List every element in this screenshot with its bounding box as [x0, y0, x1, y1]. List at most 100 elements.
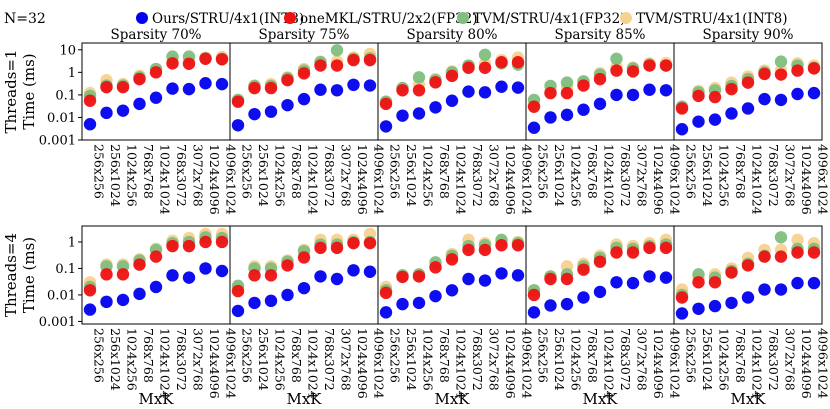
x-tick-label: 1024x256: [273, 144, 288, 207]
x-tick-label: 1024x1024: [306, 328, 321, 399]
point-onemkl-stru-2x2-fp32: [610, 64, 623, 77]
point-ours-stru-4x1-int8: [527, 121, 541, 134]
panel-title: Sparsity 90%: [703, 27, 794, 43]
point-tvm-stru-4x1-fp32: [412, 71, 426, 84]
point-onemkl-stru-2x2-fp32: [396, 84, 409, 97]
point-tvm-stru-4x1-fp32: [560, 76, 574, 89]
x-tick-label: 256x1024: [552, 328, 567, 391]
x-tick-label: 256x1024: [552, 144, 567, 207]
point-ours-stru-4x1-int8: [100, 295, 113, 309]
x-axis-label: MxK: [730, 390, 766, 408]
point-onemkl-stru-2x2-fp32: [462, 243, 475, 257]
point-onemkl-stru-2x2-fp32: [807, 62, 821, 75]
legend-marker: [284, 12, 296, 24]
x-tick-label: 768x768: [141, 144, 156, 199]
point-ours-stru-4x1-int8: [560, 108, 574, 122]
panel-r1-c2: Sparsity 75% 256x256 256x1024 1024x256 768x7…: [229, 27, 387, 215]
point-ours-stru-4x1-int8: [182, 82, 196, 96]
y-tick-label: 1: [68, 235, 76, 250]
x-tick-label: 3072x768: [635, 328, 650, 391]
x-tick-label: 1024x1024: [602, 328, 617, 399]
point-ours-stru-4x1-int8: [363, 265, 377, 278]
point-onemkl-stru-2x2-fp32: [560, 86, 574, 100]
point-ours-stru-4x1-int8: [429, 101, 442, 114]
point-ours-stru-4x1-int8: [396, 109, 409, 122]
y-tick-label: 0.1: [55, 88, 76, 103]
point-onemkl-stru-2x2-fp32: [83, 94, 97, 107]
point-ours-stru-4x1-int8: [758, 283, 771, 296]
point-onemkl-stru-2x2-fp32: [643, 59, 656, 72]
point-onemkl-stru-2x2-fp32: [314, 241, 327, 255]
point-tvm-stru-4x1-fp32: [330, 44, 344, 57]
x-tick-label: 3072x768: [339, 328, 354, 391]
y-tick-label: 10: [59, 43, 76, 58]
x-tick-label: 768x3072: [322, 144, 337, 207]
x-tick-label: 1024x256: [125, 328, 140, 391]
legend-marker: [136, 12, 148, 24]
x-tick-label: 1024x4096: [355, 144, 370, 215]
point-onemkl-stru-2x2-fp32: [577, 263, 590, 276]
point-onemkl-stru-2x2-fp32: [495, 239, 508, 252]
point-ours-stru-4x1-int8: [215, 264, 229, 278]
legend: Ours/STRU/4x1(INT8)oneMKL/STRU/2x2(FP32)…: [136, 11, 788, 27]
point-onemkl-stru-2x2-fp32: [478, 61, 492, 74]
x-tick-label: 256x1024: [700, 144, 715, 207]
x-tick-label: 4096x1024: [224, 144, 239, 215]
point-ours-stru-4x1-int8: [725, 296, 738, 310]
x-tick-label: 768x768: [733, 328, 748, 383]
point-ours-stru-4x1-int8: [478, 274, 492, 287]
point-onemkl-stru-2x2-fp32: [791, 64, 804, 77]
point-ours-stru-4x1-int8: [462, 85, 475, 98]
point-ours-stru-4x1-int8: [544, 111, 557, 124]
point-onemkl-stru-2x2-fp32: [199, 235, 212, 249]
y-tick-label: 1: [68, 66, 76, 81]
panel-title: Sparsity 85%: [555, 27, 646, 43]
point-onemkl-stru-2x2-fp32: [116, 268, 130, 281]
x-tick-label: 768x3072: [618, 328, 633, 391]
point-ours-stru-4x1-int8: [807, 86, 821, 100]
x-tick-label: 256x256: [240, 328, 255, 383]
legend-marker: [620, 12, 632, 24]
point-ours-stru-4x1-int8: [116, 104, 130, 117]
x-tick-label: 4096x1024: [520, 328, 535, 399]
point-ours-stru-4x1-int8: [412, 107, 426, 120]
point-onemkl-stru-2x2-fp32: [396, 270, 409, 284]
point-onemkl-stru-2x2-fp32: [626, 65, 640, 78]
x-tick-label: 3072x768: [191, 144, 206, 207]
point-ours-stru-4x1-int8: [264, 105, 278, 118]
point-ours-stru-4x1-int8: [725, 107, 738, 120]
y-axis-label: Time (ms): [20, 53, 38, 129]
point-ours-stru-4x1-int8: [363, 79, 377, 92]
x-tick-label: 3072x768: [191, 328, 206, 391]
point-ours-stru-4x1-int8: [412, 296, 426, 310]
point-ours-stru-4x1-int8: [791, 276, 804, 290]
point-ours-stru-4x1-int8: [445, 94, 459, 107]
x-tick-label: 256x256: [536, 328, 551, 383]
point-ours-stru-4x1-int8: [379, 306, 393, 319]
point-onemkl-stru-2x2-fp32: [791, 246, 804, 259]
point-ours-stru-4x1-int8: [297, 92, 311, 106]
point-onemkl-stru-2x2-fp32: [544, 86, 557, 100]
x-tick-label: 256x1024: [108, 328, 123, 391]
point-ours-stru-4x1-int8: [297, 281, 311, 295]
x-tick-label: 1024x4096: [355, 328, 370, 399]
point-ours-stru-4x1-int8: [774, 93, 788, 107]
row-label-threads-1: Threads=1: [2, 49, 20, 133]
point-ours-stru-4x1-int8: [692, 302, 705, 315]
point-ours-stru-4x1-int8: [675, 307, 689, 320]
point-onemkl-stru-2x2-fp32: [100, 80, 113, 94]
point-ours-stru-4x1-int8: [511, 81, 525, 94]
point-onemkl-stru-2x2-fp32: [544, 272, 557, 286]
x-axis-label: MxK: [286, 390, 322, 408]
point-ours-stru-4x1-int8: [610, 276, 623, 289]
point-ours-stru-4x1-int8: [264, 294, 278, 308]
point-ours-stru-4x1-int8: [83, 303, 97, 316]
x-tick-label: 3072x768: [487, 328, 502, 391]
point-onemkl-stru-2x2-fp32: [495, 56, 508, 69]
point-onemkl-stru-2x2-fp32: [281, 73, 294, 87]
point-onemkl-stru-2x2-fp32: [577, 79, 590, 92]
panel-r1-c3: Sparsity 80% 256x256 256x1024 1024x256 768x7…: [377, 27, 535, 215]
point-ours-stru-4x1-int8: [347, 78, 360, 92]
point-ours-stru-4x1-int8: [774, 283, 788, 296]
point-onemkl-stru-2x2-fp32: [166, 57, 179, 70]
